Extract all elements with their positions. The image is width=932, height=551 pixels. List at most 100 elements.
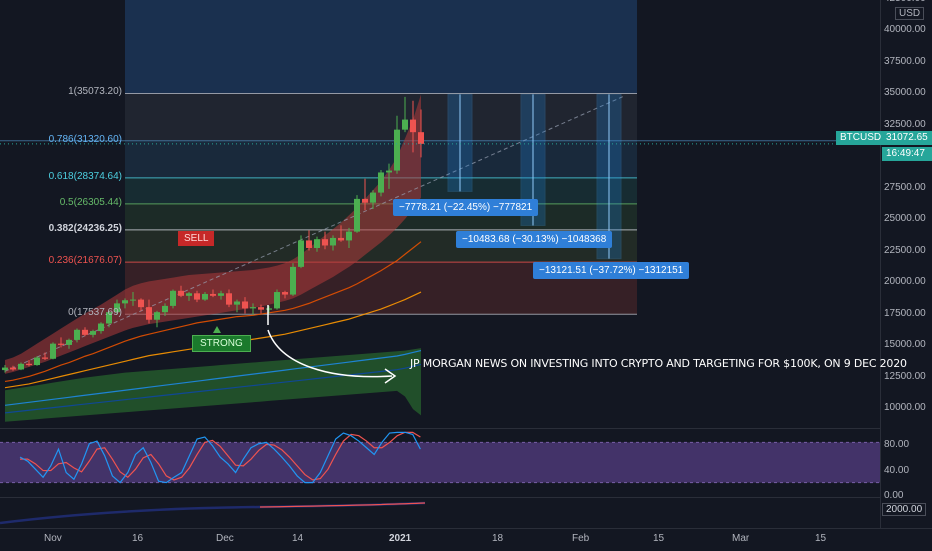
fib-zone [125, 93, 637, 141]
annotation-arrowhead [384, 368, 397, 384]
time-axis[interactable] [0, 528, 932, 551]
fib-level-label: 0.5(26305.44) [59, 196, 122, 208]
candle-body [2, 367, 8, 371]
moving-average-line [4, 241, 422, 383]
candle-body [234, 301, 240, 305]
moving-average-line [4, 363, 422, 414]
candle-body [50, 343, 56, 359]
price-chart[interactable] [0, 0, 880, 528]
candle-body [146, 307, 152, 320]
fib-level-label: 1(35073.20) [68, 86, 122, 98]
candle-body [106, 312, 112, 324]
candle-body [210, 293, 216, 296]
target-2-label[interactable]: −10483.68 (−30.13%) −1048368 [456, 231, 613, 248]
price-axis[interactable] [880, 0, 932, 550]
candle-body [242, 301, 248, 309]
candle-body [10, 367, 16, 370]
time-tick-label: 14 [292, 533, 304, 544]
candle-body [418, 132, 424, 144]
candle-body [386, 170, 392, 173]
candle-body [338, 237, 344, 241]
projection-zone [125, 0, 637, 94]
time-tick-label: Feb [572, 533, 590, 544]
candle-body [130, 299, 136, 301]
candle-body [82, 329, 88, 335]
candle-body [370, 192, 376, 203]
candle-body [282, 292, 288, 295]
strong-signal-badge: STRONG [192, 335, 251, 352]
candle-body [274, 292, 280, 309]
price-tick-label: 17500.00 [884, 307, 926, 319]
countdown-label: 16:49:47 [882, 147, 932, 161]
fib-level-label: 0.382(24236.25) [48, 222, 122, 234]
price-tick-label: 15000.00 [884, 339, 926, 351]
candle-body [362, 198, 368, 203]
candle-body [330, 237, 336, 246]
candle-body [410, 119, 416, 133]
price-tick-label: 35000.00 [884, 87, 926, 99]
candle-body [346, 231, 352, 241]
time-tick-label: 15 [815, 533, 827, 544]
candle-body [178, 290, 184, 296]
target-3-label[interactable]: −13121.51 (−37.72%) −1312151 [533, 262, 690, 279]
currency-label[interactable]: USD [895, 7, 925, 20]
fib-level-label: 0.618(28374.64) [48, 170, 122, 182]
candle-body [226, 293, 232, 305]
candle-body [98, 323, 104, 332]
osc-tick-40: 40.00 [884, 465, 910, 476]
candle-body [26, 363, 32, 366]
candle-body [138, 299, 144, 308]
lower-pane-value: 2000.00 [882, 503, 927, 516]
candle-body [18, 363, 24, 370]
oscillator-separator [0, 428, 932, 429]
candle-body [186, 293, 192, 296]
news-annotation[interactable]: JP MORGAN NEWS ON INVESTING INTO CRYPTO … [410, 357, 907, 370]
candle-body [202, 293, 208, 300]
target-1-label[interactable]: −7778.21 (−22.45%) −777821 [393, 199, 539, 216]
candle-body [306, 240, 312, 248]
candle-body [322, 239, 328, 246]
candle-body [90, 331, 96, 335]
oscillator-band [0, 442, 880, 483]
candle-body [114, 303, 120, 313]
candle-body [354, 198, 360, 232]
sell-signal-badge: SELL [178, 231, 215, 246]
green-cloud [5, 348, 421, 422]
time-tick-label: 16 [132, 533, 144, 544]
stoch-d-line [20, 431, 421, 481]
time-tick-label: 2021 [389, 533, 412, 544]
candle-body [298, 240, 304, 267]
candle-body [170, 290, 176, 306]
stoch-k-line [19, 431, 421, 484]
moving-average-line [4, 349, 422, 406]
price-tick-label: 12500.00 [884, 370, 926, 382]
price-tick-label: 40000.00 [884, 24, 926, 36]
symbol-price-label: BTCUSD [836, 131, 886, 145]
price-tick-label: 27500.00 [884, 181, 926, 193]
candle-body [34, 357, 40, 366]
osc-tick-0: 0.00 [884, 490, 904, 501]
price-tick-label: 37500.00 [884, 55, 926, 67]
candle-body [42, 357, 48, 359]
candle-body [378, 172, 384, 193]
price-tick-label: 25000.00 [884, 213, 926, 225]
candle-body [122, 300, 128, 304]
candle-body [314, 239, 320, 248]
fib-level-label: 0.236(21676.07) [48, 255, 122, 267]
trend-line [4, 95, 626, 372]
time-tick-label: 15 [653, 533, 665, 544]
osc-tick-80: 80.00 [884, 439, 910, 450]
time-tick-label: Dec [216, 533, 234, 544]
lower-pane-separator [0, 497, 932, 498]
price-tick-label: 10000.00 [884, 402, 926, 414]
candle-body [66, 339, 72, 345]
candle-body [266, 308, 272, 310]
last-price-label: 31072.65 [882, 131, 932, 145]
lower-indicator-signal [259, 502, 426, 508]
candle-body [194, 293, 200, 300]
candle-body [394, 129, 400, 171]
candle-body [250, 307, 256, 309]
strong-marker [213, 326, 221, 333]
candle-body [162, 305, 168, 313]
